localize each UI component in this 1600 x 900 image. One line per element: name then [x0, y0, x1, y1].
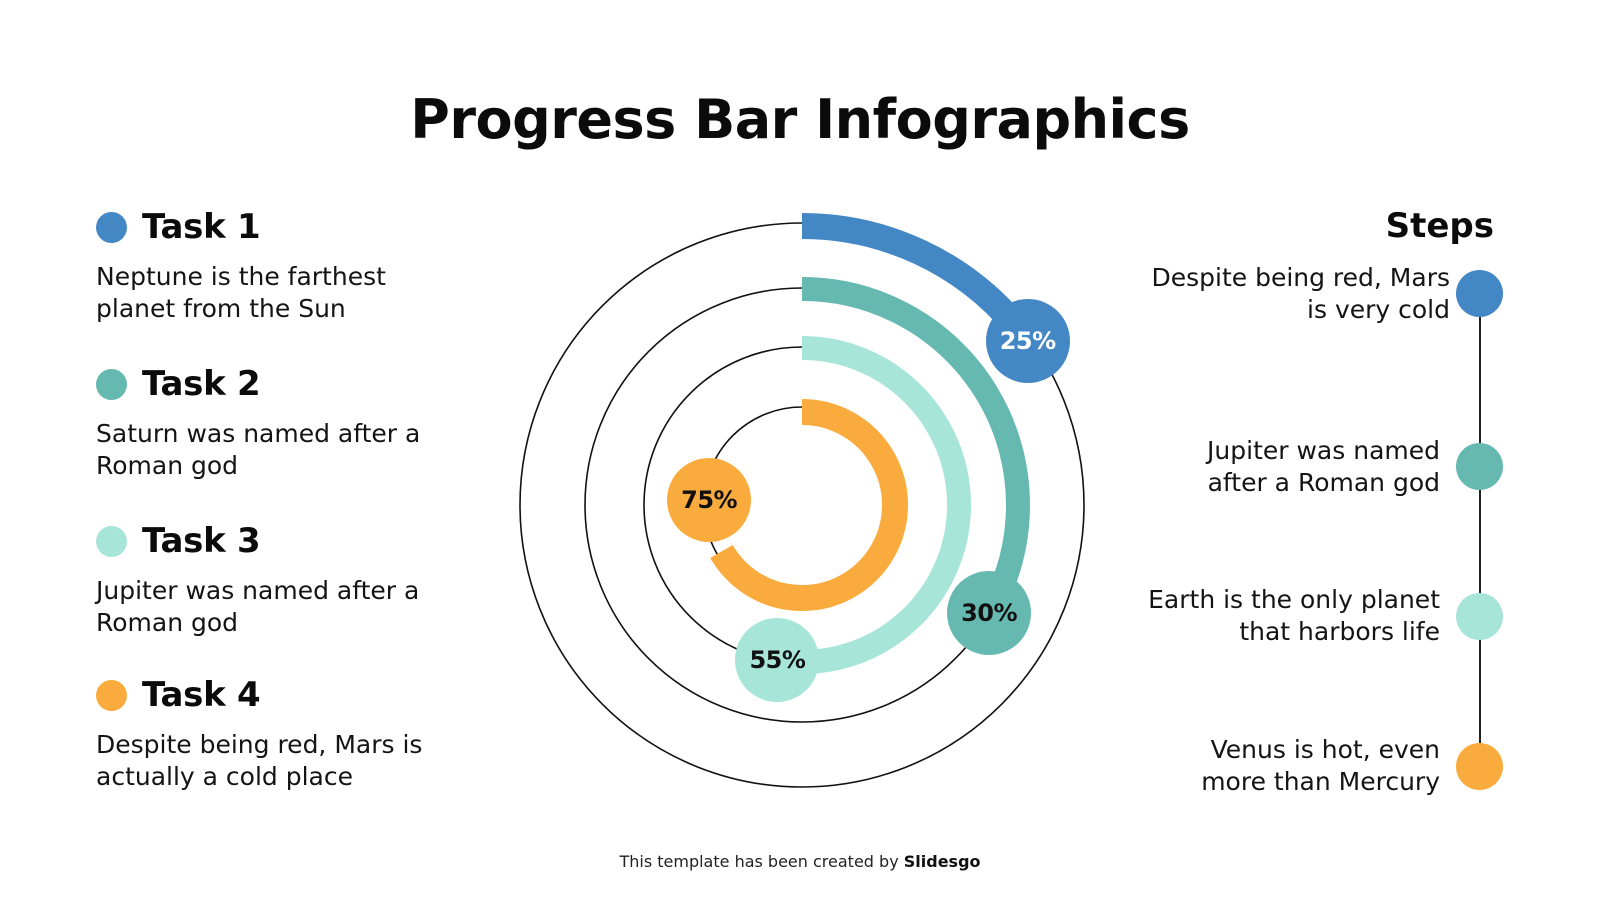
- step-4-dot-icon: [1456, 743, 1503, 790]
- step-1-text: Despite being red, Mars is very cold: [1151, 263, 1450, 324]
- task-2-description: Saturn was named after a Roman god: [96, 419, 421, 480]
- progress-arc-3: [787, 336, 971, 674]
- step-2-text: Jupiter was named after a Roman god: [1207, 436, 1440, 497]
- footer-credit: This template has been created by Slides…: [0, 852, 1600, 871]
- progress-badge-4: 75%: [667, 458, 752, 543]
- task-1-description: Neptune is the farthest planet from the …: [96, 262, 386, 323]
- task-2-dot-icon: [96, 368, 127, 400]
- steps-connector-line: [1479, 296, 1481, 766]
- footer-prefix: This template has been created by: [619, 852, 904, 871]
- task-item-3: Task 3 Jupiter was named after a Roman g…: [96, 521, 496, 639]
- task-3-title: Task 3: [142, 521, 261, 561]
- steps-title: Steps: [1385, 206, 1494, 246]
- progress-arc-4: [710, 399, 908, 611]
- progress-arc-2: [801, 277, 1030, 613]
- task-1-dot-icon: [96, 211, 127, 243]
- task-item-1: Task 1 Neptune is the farthest planet fr…: [96, 207, 496, 325]
- task-item-2: Task 2 Saturn was named after a Roman go…: [96, 364, 496, 482]
- progress-arc-1: [801, 213, 1026, 335]
- step-3-dot-icon: [1456, 593, 1503, 640]
- task-4-title: Task 4: [142, 675, 261, 715]
- step-3-text: Earth is the only planet that harbors li…: [1148, 585, 1440, 646]
- step-1-dot-icon: [1456, 270, 1503, 317]
- progress-badge-1: 25%: [985, 299, 1070, 383]
- progress-badge-3: 55%: [735, 618, 820, 703]
- progress-badge-2: 30%: [947, 571, 1032, 655]
- task-item-4: Task 4 Despite being red, Mars is actual…: [96, 675, 496, 793]
- step-4-text: Venus is hot, even more than Mercury: [1201, 735, 1440, 796]
- task-4-dot-icon: [96, 679, 127, 711]
- task-1-title: Task 1: [142, 207, 261, 247]
- step-2-dot-icon: [1456, 443, 1503, 490]
- task-3-description: Jupiter was named after a Roman god: [96, 576, 420, 637]
- task-2-title: Task 2: [142, 364, 261, 404]
- footer-brand: Slidesgo: [903, 852, 981, 871]
- page-title: Progress Bar Infographics: [410, 88, 1190, 151]
- task-3-dot-icon: [96, 525, 127, 557]
- task-4-description: Despite being red, Mars is actually a co…: [96, 730, 423, 791]
